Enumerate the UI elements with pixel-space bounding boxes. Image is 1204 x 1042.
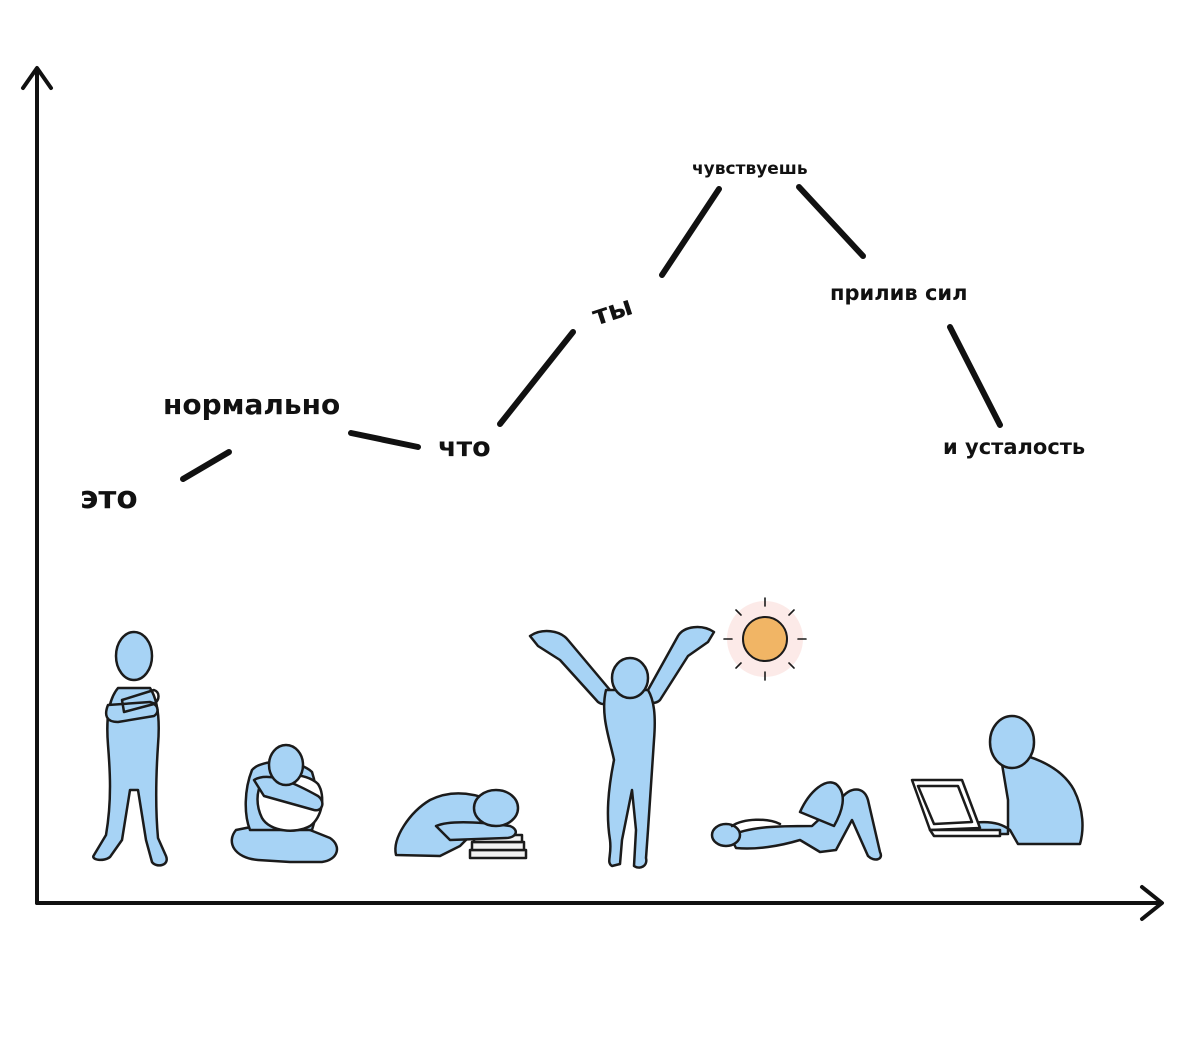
curve-segments [180, 184, 1003, 482]
y-axis-arrow-icon [21, 66, 53, 90]
word-label: нормально [163, 388, 340, 421]
word-label: это [80, 480, 138, 516]
word-label: прилив сил [830, 281, 968, 305]
word-label: что [438, 432, 491, 463]
figures [92, 597, 1084, 869]
lying-down-relaxing-figure [710, 781, 883, 861]
curve-labels: это нормально что ты чувствуешь прилив с… [80, 159, 1085, 516]
working-on-laptop-figure [910, 714, 1084, 846]
curve-segment [659, 186, 722, 278]
curve-segment [497, 329, 576, 427]
curve-segment [348, 430, 421, 450]
x-axis-arrow-icon [1140, 885, 1164, 921]
curve-segment [180, 449, 232, 482]
axes [21, 66, 1164, 921]
word-label: ты [589, 290, 637, 332]
sleeping-on-books-figure [394, 788, 528, 860]
sitting-hugging-pillow-figure [230, 743, 339, 864]
stretching-arms-up-figure [528, 625, 716, 869]
word-label: чувствуешь [692, 159, 808, 179]
word-label: и усталость [943, 435, 1085, 459]
curve-segment [947, 324, 1003, 428]
standing-arms-crossed-figure [92, 630, 168, 867]
curve-segment [796, 184, 866, 259]
sun-icon [723, 597, 807, 681]
